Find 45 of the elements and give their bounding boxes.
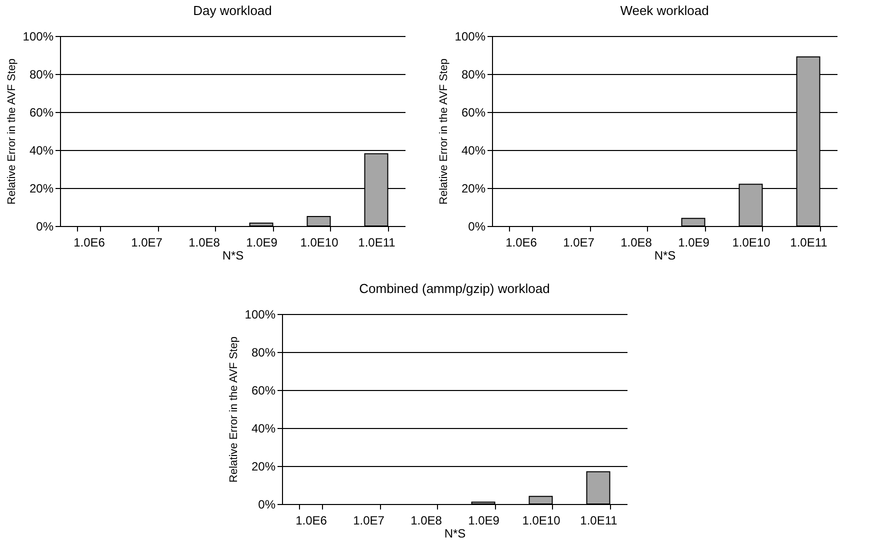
x-tick-label: 1.0E7	[131, 236, 163, 250]
x-tick-label: 1.0E8	[620, 236, 652, 250]
y-tick-label: 0%	[36, 220, 54, 234]
x-tick-label: 1.0E7	[353, 514, 385, 528]
x-tick-label: 1.0E6	[74, 236, 106, 250]
y-tick-label: 100%	[244, 308, 276, 322]
y-axis-title: Relative Error in the AVF Step	[6, 58, 18, 204]
chart-title: Week workload	[620, 3, 709, 18]
x-axis-title: N*S	[222, 248, 244, 262]
y-axis-title: Relative Error in the AVF Step	[228, 336, 240, 482]
y-tick-label: 100%	[22, 30, 54, 44]
y-tick-label: 60%	[461, 106, 486, 120]
x-tick-label: 1.0E11	[790, 236, 828, 250]
x-tick-label: 1.0E10	[732, 236, 771, 250]
chart-title: Combined (ammp/gzip) workload	[359, 281, 550, 296]
y-tick-label: 60%	[29, 106, 54, 120]
y-tick-label: 100%	[454, 30, 486, 44]
x-axis-title: N*S	[654, 248, 676, 262]
x-tick-label: 1.0E8	[410, 514, 442, 528]
y-tick-label: 80%	[461, 68, 486, 82]
y-tick-label: 40%	[251, 422, 276, 436]
x-tick-label: 1.0E11	[580, 514, 618, 528]
y-tick-label: 0%	[468, 220, 486, 234]
x-tick-label: 1.0E6	[506, 236, 538, 250]
y-tick-label: 80%	[251, 346, 276, 360]
y-tick-label: 40%	[29, 144, 54, 158]
x-tick-label: 1.0E9	[246, 236, 278, 250]
x-tick-label: 1.0E9	[678, 236, 710, 250]
y-tick-label: 40%	[461, 144, 486, 158]
y-tick-label: 20%	[251, 460, 276, 474]
x-tick-label: 1.0E7	[563, 236, 595, 250]
x-axis-title: N*S	[444, 526, 466, 540]
x-tick-label: 1.0E11	[358, 236, 396, 250]
y-tick-label: 0%	[258, 498, 276, 512]
y-tick-label: 60%	[251, 384, 276, 398]
y-axis-title: Relative Error in the AVF Step	[438, 58, 450, 204]
x-tick-label: 1.0E9	[468, 514, 500, 528]
x-tick-label: 1.0E8	[188, 236, 220, 250]
x-tick-label: 1.0E10	[300, 236, 339, 250]
y-tick-label: 80%	[29, 68, 54, 82]
x-tick-label: 1.0E10	[522, 514, 561, 528]
chart-title: Day workload	[193, 3, 272, 18]
y-tick-label: 20%	[461, 182, 486, 196]
x-tick-label: 1.0E6	[296, 514, 328, 528]
y-tick-label: 20%	[29, 182, 54, 196]
